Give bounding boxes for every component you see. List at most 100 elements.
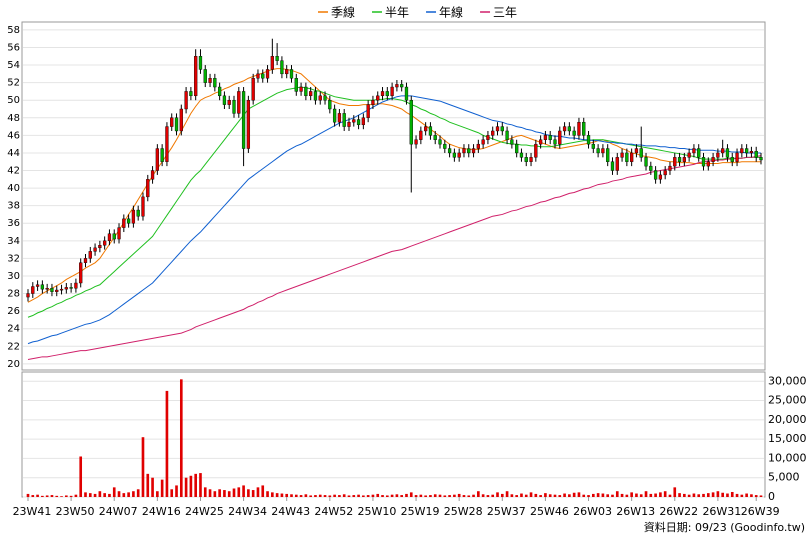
volume-bar [60, 496, 63, 497]
volume-bar [376, 493, 380, 497]
y-tick-label: 40 [7, 183, 20, 194]
volume-bar [189, 475, 193, 497]
footer: 資料日期: 09/23 (Goodinfo.tw) [644, 520, 805, 534]
candle-body [682, 157, 686, 162]
candle-body [217, 86, 222, 97]
candle-body [227, 100, 231, 105]
y-tick-label: 58 [7, 25, 20, 36]
candle-body [740, 148, 744, 154]
candle-body [596, 148, 600, 154]
volume-bar [697, 494, 701, 497]
volume-bar [477, 491, 480, 497]
candle-body [189, 91, 193, 97]
volume-bar [606, 494, 610, 497]
volume-bar [132, 491, 135, 497]
volume-bar [419, 494, 423, 497]
candle-body [735, 152, 739, 162]
candle-body [471, 148, 476, 154]
candle-body [55, 289, 59, 292]
volume-bar [400, 495, 404, 497]
candle-body [98, 245, 102, 249]
candle-body [117, 227, 121, 240]
x-tick-label: 26W03 [573, 505, 612, 518]
candle-body [371, 100, 375, 105]
volume-bar [424, 495, 427, 497]
candle-body [586, 135, 591, 145]
candle-body [725, 148, 730, 158]
legend-label: 季線 [331, 5, 355, 20]
candle-body [285, 69, 289, 75]
candle-body [332, 108, 337, 123]
candle-body [476, 143, 480, 149]
volume-bar [184, 477, 188, 497]
candle-body [653, 170, 658, 180]
candle-body [491, 130, 495, 136]
candle-body [376, 95, 380, 101]
volume-bar [55, 495, 59, 497]
volume-bar [223, 490, 226, 497]
candle-body [701, 157, 706, 167]
candle-body [79, 262, 83, 284]
y-tick-label: 38 [7, 201, 20, 212]
volume-bar [275, 493, 279, 497]
candle-body [203, 69, 207, 83]
volume-bar [227, 491, 231, 497]
volume-bar [438, 494, 442, 497]
volume-bar [390, 494, 394, 497]
x-tick-label: 24W34 [228, 505, 267, 518]
volume-bar [93, 493, 97, 497]
volume-bar [194, 473, 197, 497]
volume-bar [433, 494, 437, 497]
volume-bar [338, 495, 341, 497]
candle-body [246, 100, 251, 149]
x-tick-label: 26W31 [702, 505, 741, 518]
volume-bar [654, 493, 657, 497]
volume-bar [726, 493, 729, 497]
ma-line [27, 95, 761, 345]
candle-body [538, 139, 543, 145]
volume-bar [524, 494, 528, 497]
volume-bar [371, 494, 375, 497]
volume-bar [50, 495, 54, 497]
volume-bar [663, 491, 667, 497]
y-tick-label: 22 [7, 341, 20, 352]
volume-bar [328, 495, 332, 497]
candle-body [495, 126, 500, 132]
volume-bar [294, 494, 298, 497]
y2-tick-label: 25,000 [768, 394, 807, 407]
candle-body [146, 179, 150, 198]
volume-bar [69, 495, 73, 497]
candle-body [419, 130, 423, 140]
candle-body [289, 69, 294, 79]
candle-body [447, 148, 452, 154]
y-tick-label: 50 [7, 95, 20, 106]
candle-body [649, 165, 653, 171]
volume-bar [247, 489, 250, 497]
volume-bar [232, 488, 236, 497]
candle-body [141, 196, 145, 217]
y-tick-label: 24 [7, 324, 20, 335]
ma-line [27, 68, 761, 303]
volume-bar [405, 493, 408, 497]
volume-bar [740, 494, 744, 497]
volume-bar [582, 494, 586, 497]
candle-body [711, 157, 715, 162]
candle-body [347, 121, 351, 127]
candle-body [356, 119, 361, 126]
x-tick-label: 24W43 [271, 505, 310, 518]
candle-body [184, 91, 188, 110]
ma-line [27, 86, 761, 318]
candle-body [510, 139, 514, 145]
volume-bar [558, 495, 562, 497]
candle-body [136, 209, 140, 217]
volume-bar [103, 493, 106, 497]
x-tick-label: 24W16 [142, 505, 181, 518]
candle-body [744, 148, 749, 154]
volume-bar [563, 493, 566, 497]
volume-bar [572, 492, 576, 497]
volume-bar [323, 495, 327, 497]
candle-body [486, 135, 490, 140]
candle-body [615, 157, 619, 171]
candle-body [74, 282, 78, 289]
candle-body [126, 218, 131, 224]
